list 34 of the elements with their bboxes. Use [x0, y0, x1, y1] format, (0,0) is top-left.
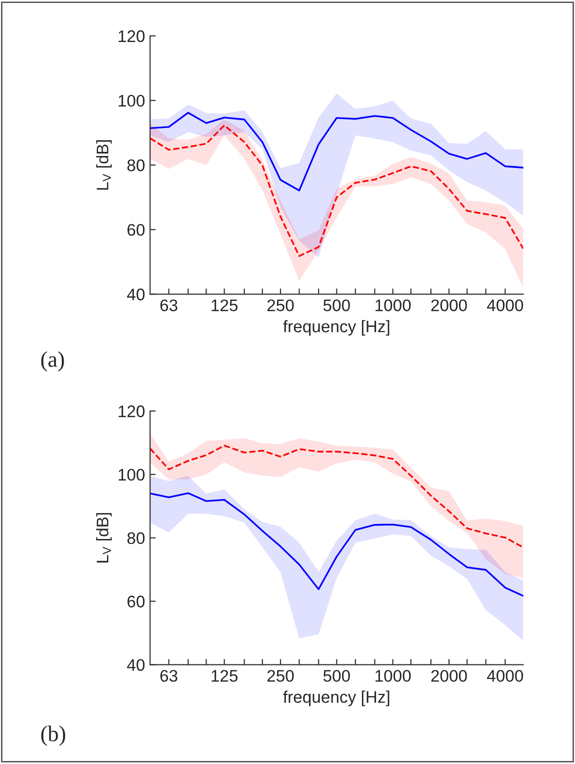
line-series: [150, 444, 524, 548]
y-tick-label: 120: [118, 405, 145, 418]
line-series: [150, 124, 524, 257]
x-tick-label: 250: [267, 670, 294, 682]
y-tick-label: 40: [127, 288, 145, 300]
line-series: [150, 492, 524, 597]
x-tick-label: 1000: [376, 670, 411, 682]
y-tick-label: 60: [128, 224, 145, 236]
y-axis-title: L$_{V}$ [dB]: [96, 513, 112, 562]
x-tick-label: 4000: [487, 299, 524, 312]
y-tick-label: 120: [118, 30, 145, 42]
y-tick-label: 80: [127, 159, 145, 172]
x-tick-label: 250: [267, 299, 294, 312]
x-tick-label: 63: [160, 299, 178, 312]
x-tick-label: 500: [323, 299, 350, 312]
y-axis-title: L$_{V}$ [dB]: [96, 140, 112, 190]
x-axis-title: frequency [Hz]: [283, 320, 390, 336]
text: (b): [41, 726, 66, 746]
y-tick-label: 60: [128, 596, 145, 608]
y-tick-label: 40: [127, 659, 145, 671]
y-tick-label: 80: [127, 532, 145, 544]
x-tick-label: 125: [212, 299, 238, 312]
x-tick-label: 2000: [431, 299, 467, 312]
line-series: [150, 112, 524, 192]
x-tick-label: 500: [323, 670, 350, 682]
x-tick-label: 125: [212, 670, 238, 682]
x-tick-label: 1000: [376, 299, 411, 312]
text: (a): [41, 351, 64, 372]
y-tick-label: 100: [118, 468, 145, 481]
x-tick-label: 2000: [431, 670, 467, 682]
y-tick-label: 100: [118, 94, 145, 107]
x-axis-title: frequency [Hz]: [283, 690, 390, 706]
x-tick-label: 63: [160, 670, 178, 682]
x-tick-label: 4000: [487, 670, 524, 682]
